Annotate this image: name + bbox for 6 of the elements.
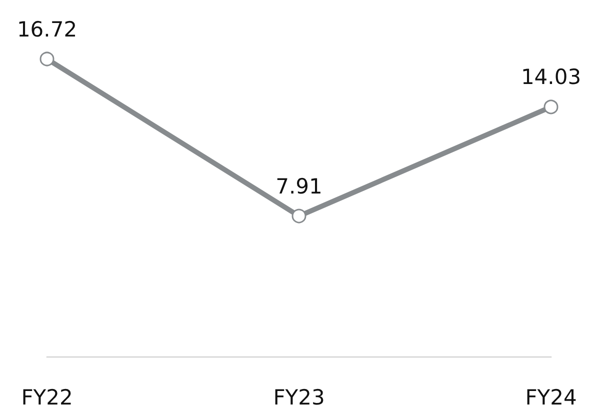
- x-tick-label: FY24: [525, 386, 577, 410]
- data-label: 16.72: [16, 17, 78, 42]
- data-label: 14.03: [520, 65, 582, 90]
- x-tick-label: FY23: [273, 386, 325, 410]
- x-tick-label: FY22: [21, 386, 73, 410]
- data-label: 7.91: [276, 174, 322, 198]
